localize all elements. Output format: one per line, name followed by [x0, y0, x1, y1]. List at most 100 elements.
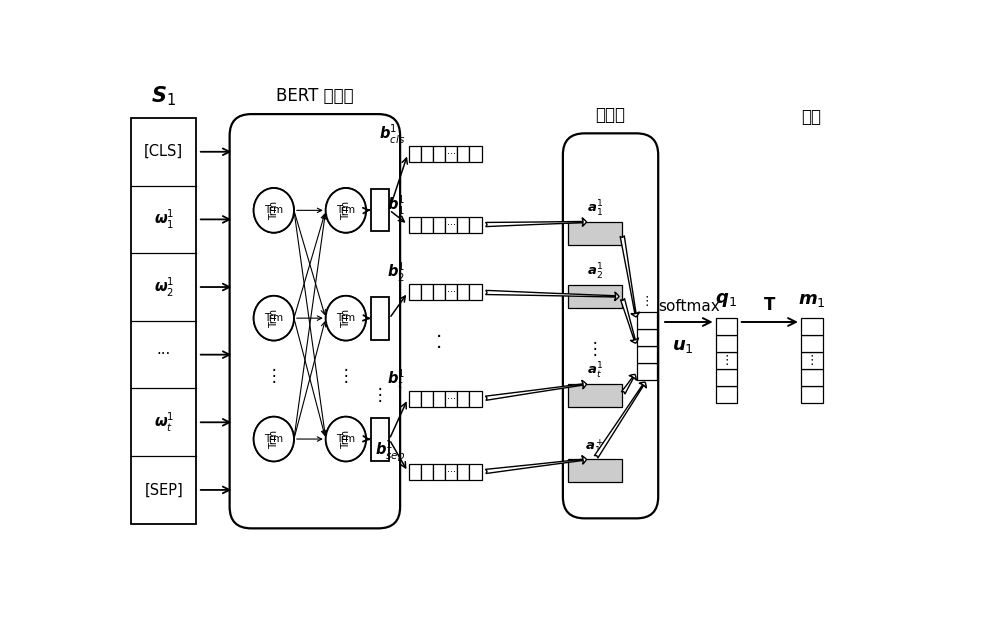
Text: ···: ··· [447, 467, 456, 477]
Bar [433, 217, 445, 232]
Bar [433, 464, 445, 480]
Text: ⋮: ⋮ [265, 367, 282, 385]
Text: ···: ··· [447, 287, 456, 297]
Bar [409, 284, 421, 301]
Bar [716, 352, 737, 369]
Bar [801, 369, 822, 386]
Text: Trm: Trm [336, 205, 355, 215]
Ellipse shape [326, 188, 366, 232]
Bar [445, 217, 457, 232]
Bar [716, 318, 737, 335]
Bar [469, 464, 482, 480]
Ellipse shape [326, 188, 366, 232]
Bar [457, 391, 469, 407]
Bar [568, 459, 622, 482]
Bar [421, 464, 433, 480]
Bar [409, 464, 421, 480]
Text: BERT 编码器: BERT 编码器 [276, 87, 354, 105]
Text: ·: · [436, 328, 443, 347]
Bar [371, 418, 389, 461]
Bar [716, 335, 737, 352]
Text: $\mathbf{T}$: $\mathbf{T}$ [763, 296, 776, 314]
Ellipse shape [254, 416, 294, 461]
Text: Trm: Trm [264, 434, 283, 444]
Text: $\boldsymbol{\omega}_t^1$: $\boldsymbol{\omega}_t^1$ [154, 411, 174, 434]
Bar [433, 146, 445, 162]
Bar [469, 217, 482, 232]
Text: $\boldsymbol{\omega}_1^1$: $\boldsymbol{\omega}_1^1$ [154, 208, 174, 231]
Bar [409, 217, 421, 232]
Bar [469, 391, 482, 407]
Text: ⋮: ⋮ [640, 295, 653, 308]
Text: ·: · [436, 340, 443, 358]
Bar [445, 146, 457, 162]
Text: $\boldsymbol{b}_t^1$: $\boldsymbol{b}_t^1$ [387, 367, 406, 391]
Ellipse shape [254, 296, 294, 340]
Bar [457, 464, 469, 480]
Text: ···: ··· [157, 347, 171, 362]
Ellipse shape [326, 416, 366, 461]
Bar [421, 284, 433, 301]
Text: $\boldsymbol{a}_2^1$: $\boldsymbol{a}_2^1$ [587, 262, 603, 282]
Bar [801, 335, 822, 352]
Bar [433, 284, 445, 301]
Ellipse shape [254, 296, 294, 340]
Text: [SEP]: [SEP] [144, 483, 183, 498]
Bar [568, 384, 622, 407]
Bar [568, 222, 622, 245]
Text: Trm: Trm [269, 430, 279, 449]
Bar [409, 391, 421, 407]
Bar [421, 391, 433, 407]
Ellipse shape [326, 296, 366, 340]
Bar [457, 284, 469, 301]
Text: $\boldsymbol{S}_1$: $\boldsymbol{S}_1$ [151, 84, 176, 108]
Text: Trm: Trm [336, 434, 355, 444]
Text: ⋮: ⋮ [720, 354, 733, 367]
Text: ···: ··· [447, 394, 456, 404]
Bar [801, 318, 822, 335]
Text: Trm: Trm [269, 201, 279, 220]
Text: $\boldsymbol{b}_2^1$: $\boldsymbol{b}_2^1$ [387, 261, 406, 284]
Bar [801, 386, 822, 403]
Bar [371, 297, 389, 340]
Bar [637, 312, 657, 329]
Bar [716, 369, 737, 386]
Text: ⋮: ⋮ [805, 354, 818, 367]
Bar [131, 118, 196, 524]
Bar [433, 391, 445, 407]
Ellipse shape [254, 416, 294, 461]
Text: $\boldsymbol{\omega}_2^1$: $\boldsymbol{\omega}_2^1$ [154, 275, 174, 299]
FancyBboxPatch shape [563, 134, 658, 518]
Text: Trm: Trm [341, 309, 351, 328]
Text: [CLS]: [CLS] [144, 144, 183, 159]
FancyBboxPatch shape [230, 114, 400, 529]
Text: softmax: softmax [658, 299, 720, 314]
Bar [801, 352, 822, 369]
Text: Trm: Trm [264, 313, 283, 323]
Bar [421, 217, 433, 232]
Text: $\boldsymbol{q}_1$: $\boldsymbol{q}_1$ [715, 291, 737, 309]
Text: Trm: Trm [341, 201, 351, 220]
Text: Trm: Trm [269, 309, 279, 328]
Text: ⋮: ⋮ [586, 340, 603, 358]
Text: 注意力: 注意力 [596, 106, 626, 124]
Text: ···: ··· [447, 149, 456, 159]
Bar [637, 329, 657, 346]
Ellipse shape [326, 296, 366, 340]
Text: Trm: Trm [341, 430, 351, 449]
Text: $\boldsymbol{u}_1$: $\boldsymbol{u}_1$ [672, 337, 694, 355]
Text: $\boldsymbol{b}_{sep}^1$: $\boldsymbol{b}_{sep}^1$ [375, 438, 406, 464]
Text: Trm: Trm [264, 205, 283, 215]
Bar [469, 146, 482, 162]
Bar [457, 146, 469, 162]
Bar [568, 285, 622, 308]
Bar [457, 217, 469, 232]
Bar [445, 464, 457, 480]
Text: ⋮: ⋮ [372, 386, 388, 404]
Bar [445, 284, 457, 301]
Bar [637, 346, 657, 363]
Text: ···: ··· [447, 220, 456, 229]
Text: $\boldsymbol{a}_t^1$: $\boldsymbol{a}_t^1$ [587, 360, 603, 381]
Bar [469, 284, 482, 301]
Text: $\boldsymbol{b}_{cls}^1$: $\boldsymbol{b}_{cls}^1$ [379, 122, 406, 146]
